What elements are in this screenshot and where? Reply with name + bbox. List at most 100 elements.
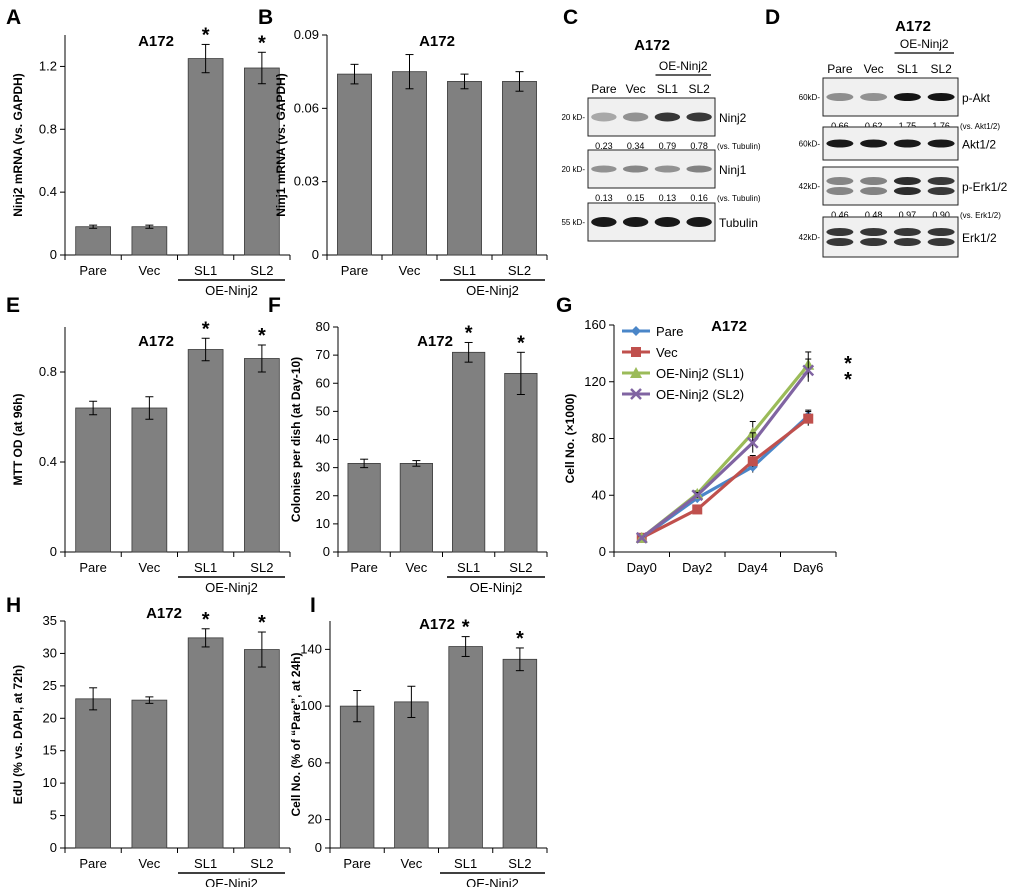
x-tick-label-Pare: Pare [79, 856, 106, 871]
protein-band [686, 112, 712, 122]
protein-band [860, 139, 888, 148]
protein-band [860, 228, 888, 236]
bar-SL2 [502, 81, 537, 256]
bar-SL1 [447, 81, 482, 256]
x-tick-label-Pare: Pare [350, 560, 377, 575]
y-tick-label: 0.03 [294, 174, 319, 189]
quant-value: 0.13 [595, 193, 613, 203]
significance-star: * [516, 628, 524, 650]
lane-label-Vec: Vec [626, 82, 646, 96]
x-tick-label-Vec: Vec [139, 560, 161, 575]
bar-Vec [392, 71, 427, 256]
x-tick-label-Pare: Pare [79, 560, 106, 575]
bar-SL2 [244, 67, 280, 256]
x-tick-label-SL1: SL1 [453, 263, 476, 278]
protein-label-p-Akt: p-Akt [962, 91, 991, 105]
protein-band [893, 177, 921, 185]
y-tick-label: 60 [308, 755, 322, 770]
mw-marker: 20 kD- [561, 113, 585, 122]
bar-Vec [131, 226, 168, 256]
quant-value: 0.13 [659, 193, 677, 203]
protein-band [860, 187, 888, 195]
series-line [641, 417, 810, 540]
group-label: OE-Ninj2 [205, 876, 258, 887]
blot-row-Ninj1: 20 kD- Ninj1 0.13 0.15 0.13 0.16 (vs. Tubulin) [561, 149, 761, 203]
blot-row-Erk1/2: 42kD- Erk1/2 [799, 216, 997, 258]
y-tick-label: 15 [43, 743, 57, 758]
protein-band [826, 177, 854, 185]
lane-label-SL2: SL2 [688, 82, 710, 96]
bar-SL2 [244, 649, 280, 849]
quant-value: 0.79 [659, 141, 677, 151]
legend-label: Vec [656, 345, 678, 360]
chart-title: A172 [419, 33, 455, 50]
lane-label-SL2: SL2 [930, 62, 952, 76]
bar-SL1 [448, 646, 483, 849]
bar-Vec [394, 701, 429, 849]
protein-band [622, 217, 649, 227]
significance-star: * [202, 318, 210, 340]
y-tick-label: 0 [50, 544, 57, 559]
chart-title: A172 [419, 616, 455, 633]
significance-star: * [517, 332, 525, 354]
blot-membrane [822, 166, 959, 206]
group-label: OE-Ninj2 [466, 876, 519, 887]
x-tick-label-SL2: SL2 [250, 560, 273, 575]
marker-stroke [630, 388, 642, 400]
quant-value: 1.75 [899, 121, 917, 131]
protein-band [893, 238, 921, 246]
panel-C-western-blot: C A172 Pare Vec SL1 SL2 OE-Ninj2 20 kD- Ninj2 0.2… [561, 6, 761, 242]
blot-row-Ninj2: 20 kD- Ninj2 0.23 0.34 0.79 0.78 (vs. Tubulin) [561, 97, 761, 151]
quant-value: 0.62 [865, 121, 883, 131]
y-tick-label: 0 [50, 247, 57, 262]
mw-marker: 42kD- [799, 233, 821, 242]
y-tick-label: 80 [592, 431, 606, 446]
x-tick-label-Day0: Day0 [627, 560, 657, 575]
y-axis-label: Ninj2 mRNA (vs. GAPDH) [11, 73, 25, 217]
legend-marker [631, 347, 641, 357]
x-tick-label-SL1: SL1 [194, 560, 217, 575]
y-tick-label: 0.4 [39, 184, 57, 199]
quant-value: 0.90 [932, 210, 950, 220]
bar-Pare [337, 73, 372, 256]
panel-label-C: C [563, 6, 578, 29]
quant-value: 0.23 [595, 141, 613, 151]
bar-SL1 [187, 58, 224, 256]
x-tick-label-Vec: Vec [139, 263, 161, 278]
protein-band [622, 112, 649, 122]
protein-band [927, 238, 955, 246]
protein-band [893, 93, 921, 101]
protein-band [860, 238, 888, 246]
data-point [746, 436, 759, 449]
protein-label-Erk1/2: Erk1/2 [962, 231, 997, 245]
y-tick-label: 40 [316, 432, 330, 447]
protein-band [927, 177, 955, 185]
protein-band [893, 139, 921, 148]
series-line [640, 369, 810, 540]
x-tick-label-Pare: Pare [79, 263, 106, 278]
protein-band [686, 165, 712, 173]
chart-title: A172 [138, 33, 174, 50]
group-label: OE-Ninj2 [205, 283, 258, 298]
x-tick-label-Day4: Day4 [738, 560, 768, 575]
lane-label-SL1: SL1 [897, 62, 919, 76]
y-tick-label: 0 [50, 840, 57, 855]
panel-label-B: B [258, 6, 273, 29]
panel-label-H: H [6, 594, 21, 617]
protein-label-p-Erk1/2: p-Erk1/2 [962, 180, 1008, 194]
panel-I-bar-chart: I 0 20 60 100 140 Pare Vec * SL1 * SL2 OE-Ninj2 A172 C… [289, 594, 548, 887]
x-tick-label-SL1: SL1 [194, 263, 217, 278]
protein-band [927, 228, 955, 236]
y-tick-label: 20 [308, 812, 322, 827]
protein-band [654, 217, 681, 227]
quant-value: 0.66 [831, 121, 849, 131]
protein-band [893, 187, 921, 195]
quant-value: 0.16 [690, 193, 708, 203]
y-tick-label: 0.06 [294, 100, 319, 115]
y-tick-label: 0.4 [39, 454, 57, 469]
y-tick-label: 160 [584, 317, 606, 332]
quant-value: 1.76 [932, 121, 950, 131]
protein-band [826, 187, 854, 195]
significance-star: * [202, 609, 210, 631]
